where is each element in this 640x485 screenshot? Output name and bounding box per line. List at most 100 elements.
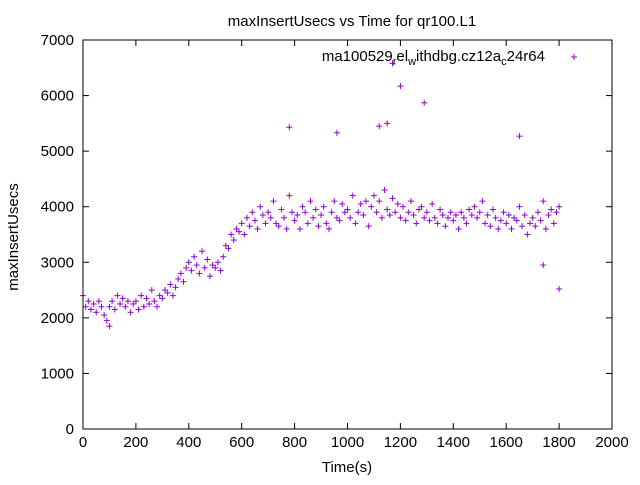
data-point	[132, 298, 139, 305]
data-point	[397, 214, 404, 221]
data-point	[325, 225, 332, 232]
x-tick-label: 400	[176, 434, 201, 451]
data-point	[489, 206, 496, 213]
data-point	[452, 212, 459, 219]
data-point	[199, 248, 206, 255]
data-point	[307, 198, 314, 205]
data-point	[394, 200, 401, 207]
data-point	[540, 198, 547, 205]
data-point	[254, 225, 261, 232]
data-point	[508, 225, 515, 232]
data-point	[415, 206, 422, 213]
data-point	[447, 209, 454, 216]
data-point	[262, 220, 269, 227]
y-tick-label: 1000	[41, 365, 74, 382]
data-point	[434, 220, 441, 227]
data-point	[479, 198, 486, 205]
data-point	[341, 209, 348, 216]
data-point	[373, 209, 380, 216]
data-point	[225, 245, 232, 252]
x-tick-label: 1000	[331, 434, 364, 451]
data-point	[148, 287, 155, 294]
data-point	[249, 209, 256, 216]
data-point	[312, 206, 319, 213]
data-point	[529, 214, 536, 221]
data-point	[140, 303, 147, 310]
data-point-outlier	[286, 124, 293, 131]
data-point	[532, 223, 539, 230]
y-tick-label: 4000	[41, 199, 74, 216]
data-point	[185, 259, 192, 266]
data-point	[114, 292, 121, 299]
data-point	[349, 192, 356, 199]
x-tick-label: 0	[79, 434, 87, 451]
data-point	[495, 225, 502, 232]
data-point	[222, 242, 229, 249]
data-point	[497, 217, 504, 224]
x-tick-label: 1600	[490, 434, 523, 451]
data-point	[230, 237, 237, 244]
data-point	[119, 295, 126, 302]
data-point	[238, 220, 245, 227]
data-point	[212, 264, 219, 271]
data-point	[193, 262, 200, 269]
data-point	[503, 220, 510, 227]
data-point	[421, 214, 428, 221]
data-point	[87, 306, 94, 313]
data-point	[458, 209, 465, 216]
data-point	[246, 223, 253, 230]
data-point	[180, 278, 187, 285]
data-point	[423, 209, 430, 216]
data-point	[233, 225, 240, 232]
x-axis-label: Time(s)	[322, 459, 372, 476]
data-point	[511, 214, 518, 221]
data-point	[471, 203, 478, 210]
y-tick-label: 2000	[41, 310, 74, 327]
x-tick-label: 1200	[384, 434, 417, 451]
data-point	[553, 209, 560, 216]
data-point	[124, 298, 131, 305]
data-point	[365, 223, 372, 230]
data-point	[545, 212, 552, 219]
data-point	[143, 295, 150, 302]
data-point	[191, 253, 198, 260]
data-point	[103, 317, 110, 324]
data-point	[466, 206, 473, 213]
data-point	[175, 275, 182, 282]
data-point	[500, 209, 507, 216]
data-point	[516, 203, 523, 210]
data-point	[273, 220, 280, 227]
data-point-outlier	[540, 262, 547, 269]
data-point	[445, 214, 452, 221]
data-point	[527, 220, 534, 227]
data-point	[294, 212, 301, 219]
data-point	[556, 203, 563, 210]
data-point	[154, 303, 161, 310]
legend: ma100529relwithdbg.cz12ac24r64	[322, 48, 577, 68]
data-point	[418, 203, 425, 210]
data-point	[101, 312, 108, 319]
data-point	[93, 309, 100, 316]
data-point	[204, 256, 211, 263]
data-point-outlier	[556, 285, 563, 292]
data-point	[524, 231, 531, 238]
data-point	[519, 223, 526, 230]
data-point	[257, 203, 264, 210]
data-point	[323, 220, 330, 227]
data-point	[331, 198, 338, 205]
data-point	[156, 292, 163, 299]
data-point	[243, 214, 250, 221]
data-point	[206, 273, 213, 280]
y-tick-label: 0	[66, 421, 74, 438]
data-point	[146, 300, 153, 307]
data-point	[463, 220, 470, 227]
data-point	[389, 195, 396, 202]
data-point	[355, 209, 362, 216]
data-point	[492, 214, 499, 221]
data-point	[151, 298, 158, 305]
data-point	[378, 214, 385, 221]
data-point	[267, 214, 274, 221]
data-point	[320, 203, 327, 210]
